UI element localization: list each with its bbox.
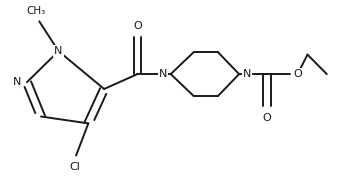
Text: Cl: Cl (69, 162, 80, 172)
Text: N: N (54, 46, 63, 56)
Text: CH₃: CH₃ (26, 6, 45, 16)
Text: O: O (263, 113, 271, 123)
Text: O: O (133, 21, 142, 31)
Text: N: N (13, 77, 22, 87)
Text: O: O (293, 69, 302, 79)
Text: N: N (243, 69, 251, 79)
Text: N: N (159, 69, 167, 79)
